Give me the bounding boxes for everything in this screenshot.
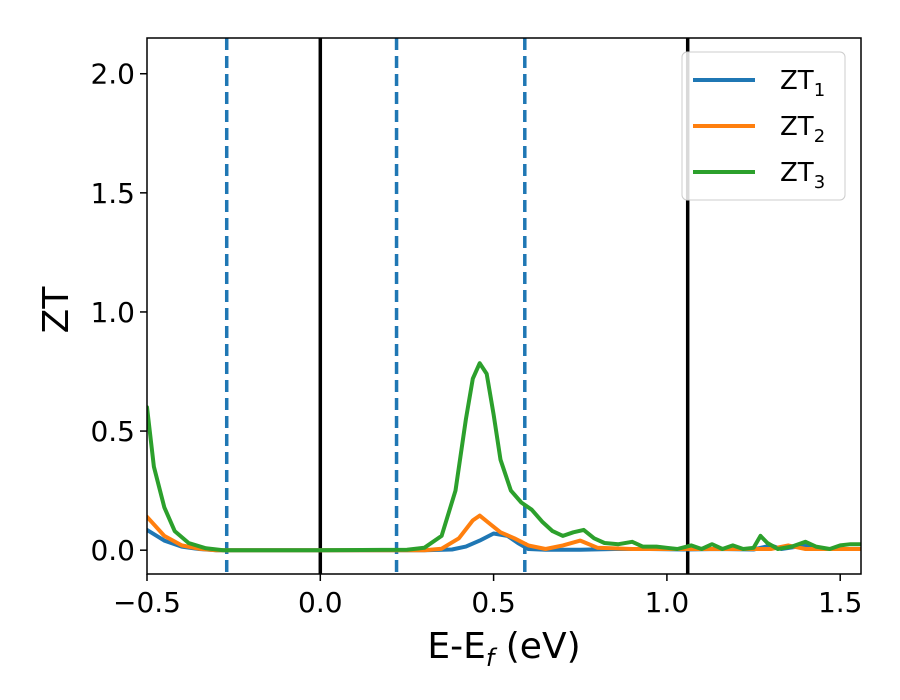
legend-label-zt2: ZT2 <box>780 112 825 147</box>
x-tick-label: 0.5 <box>471 586 516 619</box>
x-tick-label: −0.5 <box>113 586 181 619</box>
legend-label-zt1: ZT1 <box>780 66 825 101</box>
x-tick-label: 1.0 <box>645 586 690 619</box>
y-axis-ticks: 0.0 0.5 1.0 1.5 2.0 <box>90 58 147 567</box>
x-axis-ticks: −0.5 0.0 0.5 1.0 1.5 <box>113 574 862 619</box>
series-lines <box>147 361 861 553</box>
y-axis-title: ZT <box>36 286 77 334</box>
x-axis-title-unit: (eV) <box>494 626 580 667</box>
series-line-zt3 <box>147 361 861 553</box>
y-tick-label: 1.0 <box>90 296 135 329</box>
y-tick-label: 1.5 <box>90 177 135 210</box>
y-tick-label: 2.0 <box>90 58 135 91</box>
x-tick-label: 1.5 <box>818 586 863 619</box>
legend-box <box>681 51 846 201</box>
x-axis-title: E-Ef (eV) <box>427 626 580 672</box>
plot-frame <box>146 37 862 575</box>
y-tick-label: 0.5 <box>90 415 135 448</box>
legend-label-zt3: ZT3 <box>780 158 825 193</box>
y-tick-label: 0.0 <box>90 534 135 567</box>
legend: ZT1 ZT2 ZT3 <box>681 51 846 201</box>
x-axis-title-main: E-E <box>427 626 485 667</box>
x-tick-label: 0.0 <box>298 586 343 619</box>
reference-lines <box>224 38 690 574</box>
